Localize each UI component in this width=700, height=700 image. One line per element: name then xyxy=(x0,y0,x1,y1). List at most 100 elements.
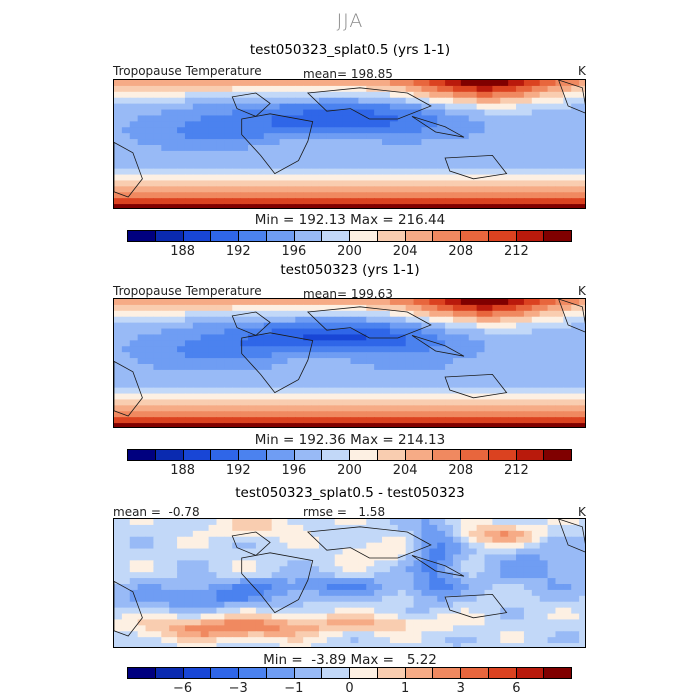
contour-cell xyxy=(476,322,486,330)
contour-cell xyxy=(129,352,139,359)
contour-cell xyxy=(342,619,352,626)
contour-cell xyxy=(492,133,501,140)
contour-cell xyxy=(287,139,296,146)
contour-cell xyxy=(287,168,296,176)
contour-cell xyxy=(382,417,391,424)
contour-cell xyxy=(516,91,525,99)
contour-cell xyxy=(508,364,517,371)
contour-cell xyxy=(468,109,478,117)
contour-cell xyxy=(216,578,225,585)
contour-cell xyxy=(311,103,320,111)
contour-cell xyxy=(445,519,454,526)
contour-cell xyxy=(255,607,265,615)
contour-cell xyxy=(571,584,580,591)
contour-cell xyxy=(208,637,218,644)
contour-cell xyxy=(437,352,446,359)
contour-cell xyxy=(358,192,367,199)
contour-cell xyxy=(208,578,218,585)
contour-cell xyxy=(224,393,233,401)
contour-cell xyxy=(121,115,131,122)
contour-cell xyxy=(287,358,296,365)
contour-cell xyxy=(468,334,478,341)
contour-cell xyxy=(382,340,391,347)
colorbar-swatch xyxy=(128,450,156,460)
contour-cell xyxy=(271,393,281,401)
contour-cell xyxy=(547,150,557,158)
contour-cell xyxy=(248,584,257,591)
contour-cell xyxy=(516,595,525,603)
contour-cell xyxy=(200,375,210,383)
contour-cell xyxy=(303,97,312,105)
contour-cell xyxy=(318,613,328,621)
contour-cell xyxy=(248,150,257,158)
contour-cell xyxy=(129,381,139,389)
contour-cell xyxy=(516,536,525,544)
contour-cell xyxy=(153,340,162,347)
contour-cell xyxy=(516,375,525,383)
contour-cell xyxy=(460,369,470,377)
contour-cell xyxy=(192,192,202,199)
contour-cell xyxy=(579,174,585,182)
contour-cell xyxy=(326,310,336,318)
contour-cell xyxy=(539,619,549,626)
contour-cell xyxy=(326,619,336,626)
contour-cell xyxy=(279,387,289,395)
contour-cell xyxy=(145,619,155,626)
contour-cell xyxy=(263,310,273,318)
contour-cell xyxy=(303,417,312,424)
contour-cell xyxy=(492,637,501,644)
contour-cell xyxy=(192,316,202,324)
contour-cell xyxy=(342,346,352,353)
contour-cell xyxy=(271,304,281,312)
contour-cell xyxy=(153,328,162,336)
contour-cell xyxy=(224,162,233,170)
contour-cell xyxy=(177,198,186,205)
contour-cell xyxy=(326,115,336,122)
contour-cell xyxy=(382,387,391,395)
contour-cell xyxy=(192,340,202,347)
contour-cell xyxy=(271,584,281,591)
contour-cell xyxy=(200,91,210,99)
contour-cell xyxy=(318,595,328,603)
contour-cell xyxy=(263,584,273,591)
contour-cell xyxy=(539,204,549,208)
contour-cell xyxy=(121,103,131,111)
contour-cell xyxy=(374,578,383,585)
contour-cell xyxy=(476,97,486,105)
contour-cell xyxy=(437,346,446,353)
contour-cell xyxy=(311,369,320,377)
contour-cell xyxy=(468,322,478,330)
contour-cell xyxy=(184,405,194,412)
contour-cell xyxy=(539,423,549,427)
contour-cell xyxy=(145,519,155,526)
contour-cell xyxy=(452,519,462,526)
contour-cell xyxy=(421,103,430,111)
contour-cell xyxy=(224,417,233,424)
contour-cell xyxy=(342,150,352,158)
contour-cell xyxy=(224,578,233,585)
contour-cell xyxy=(492,109,501,117)
contour-cell xyxy=(334,536,344,544)
contour-cell xyxy=(318,601,328,609)
contour-cell xyxy=(334,524,344,532)
contour-cell xyxy=(547,381,557,389)
contour-cell xyxy=(374,566,383,573)
contour-cell xyxy=(500,607,509,615)
contour-cell xyxy=(271,589,281,597)
contour-cell xyxy=(500,174,509,182)
contour-cell xyxy=(421,381,430,389)
contour-cell xyxy=(271,186,281,193)
contour-cell xyxy=(240,174,249,182)
contour-cell xyxy=(405,405,415,412)
contour-cell xyxy=(184,381,194,389)
contour-cell xyxy=(413,322,423,330)
contour-cell xyxy=(460,145,470,152)
contour-cell xyxy=(389,204,399,208)
contour-cell xyxy=(366,595,375,603)
contour-cell xyxy=(200,328,210,336)
contour-cell xyxy=(129,328,139,336)
contour-cell xyxy=(429,358,438,365)
contour-cell xyxy=(555,631,564,638)
contour-cell xyxy=(153,156,162,164)
contour-cell xyxy=(358,643,367,647)
